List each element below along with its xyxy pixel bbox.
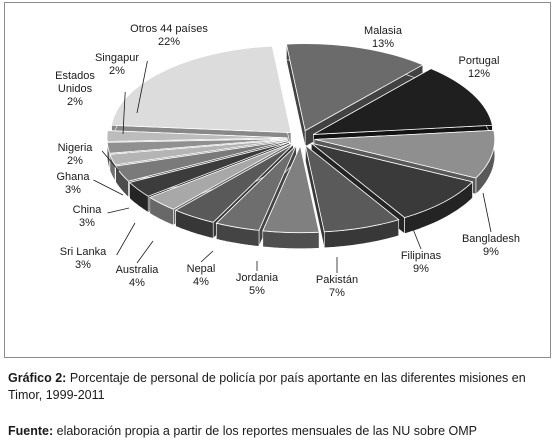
- slice-label-malasia: Malasia 13%: [364, 25, 403, 50]
- slice-label-jordania: Jordania 5%: [236, 272, 279, 297]
- slice-label-nigeria: Nigeria 2%: [58, 142, 94, 167]
- slice-label-china: China 3%: [73, 204, 103, 229]
- slice-label-nepal: Nepal 4%: [187, 263, 216, 288]
- figure-source: Fuente: elaboración propia a partir de l…: [8, 423, 548, 440]
- leader-line-australia: [136, 240, 154, 264]
- slice-label-portugal: Portugal 12%: [459, 55, 500, 80]
- slice-label-ghana: Ghana 3%: [56, 171, 90, 196]
- leader-line-nepal: [200, 250, 214, 263]
- slice-label-otros-44-paises: Otros 44 países 22%: [130, 23, 208, 48]
- pie-chart: Malasia 13% Portugal 12% Bangladesh 9% Filipin…: [55, 23, 520, 299]
- slices-layer: [106, 43, 496, 249]
- leader-line-nigeria: [101, 150, 120, 172]
- slice-label-pakistan: Pakistán 7%: [316, 274, 358, 299]
- pie-slice-jordania: [262, 144, 320, 249]
- slice-label-australia: Australia 4%: [116, 264, 160, 289]
- source-text: elaboración propia a partir de los repor…: [53, 424, 477, 438]
- source-label: Fuente:: [8, 424, 54, 438]
- slice-labels: Malasia 13% Portugal 12% Bangladesh 9% Filipin…: [55, 23, 520, 299]
- slice-label-sri-lanka: Sri Lanka 3%: [60, 246, 107, 271]
- caption-text: Porcentaje de personal de policía por pa…: [8, 371, 526, 402]
- leader-line-china: [107, 207, 130, 214]
- leader-line-filipinas: [412, 228, 422, 250]
- pie-slice-portugal: [313, 68, 493, 151]
- caption-label: Gráfico 2:: [8, 371, 67, 385]
- leader-line-bangladesh: [482, 192, 492, 233]
- pie-slice-pakistan: [304, 144, 400, 249]
- leader-line-ghana: [93, 179, 124, 196]
- slice-label-singapur: Singapur 2%: [95, 52, 139, 77]
- leader-line-sri-lanka: [116, 222, 136, 256]
- leader-lines: [93, 60, 492, 273]
- chart-frame: Malasia 13% Portugal 12% Bangladesh 9% Filipin…: [4, 2, 551, 358]
- figure-caption: Gráfico 2: Porcentaje de personal de pol…: [8, 370, 548, 404]
- pie-slice-nepal: [215, 144, 297, 247]
- slice-label-estados-unidos: Estados Unidos 2%: [55, 70, 95, 108]
- leader-line-estados-unidos: [122, 91, 126, 135]
- slice-label-bangladesh: Bangladesh 9%: [462, 233, 520, 258]
- leader-line-singapur: [136, 60, 148, 114]
- slice-label-filipinas: Filipinas 9%: [401, 250, 442, 275]
